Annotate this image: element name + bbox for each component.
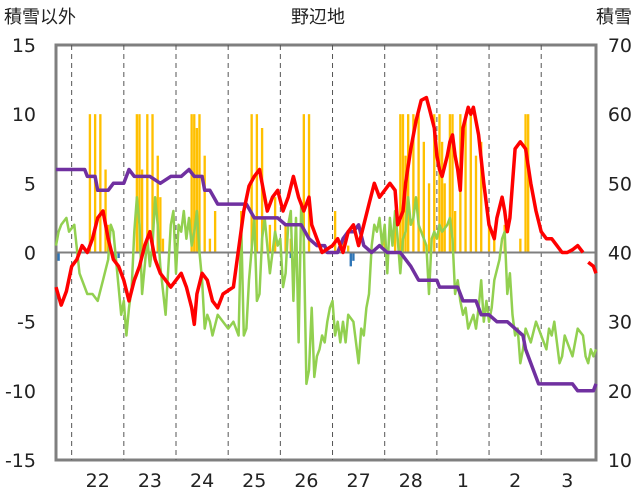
precipitation-bar: [451, 114, 454, 253]
sunshine-bar: [349, 252, 352, 267]
sunshine-bars: [57, 252, 355, 267]
precipitation-bar: [140, 169, 144, 253]
precipitation-bar: [407, 114, 410, 253]
precipitation-bar: [443, 183, 446, 253]
sunshine-bar: [352, 252, 355, 261]
x-tick-label: 25: [242, 470, 266, 492]
precipitation-bar: [255, 114, 259, 253]
precipitation-bar: [135, 114, 139, 253]
precipitation-bar: [198, 114, 201, 253]
right-tick-label: 40: [608, 243, 632, 265]
precipitation-bar: [273, 197, 277, 253]
left-tick-label: 15: [12, 35, 36, 57]
precipitation-bar: [448, 114, 452, 253]
precipitation-bar: [208, 238, 212, 253]
precipitation-bar: [193, 114, 196, 253]
precipitation-bar: [438, 114, 441, 253]
x-tick-label: 24: [190, 470, 214, 492]
precipitation-bar: [138, 114, 141, 253]
precipitation-bar: [493, 238, 496, 253]
right-tick-label: 30: [608, 312, 632, 334]
precipitation-bar: [464, 114, 467, 253]
precipitation-bar: [302, 114, 305, 253]
x-tick-label: 23: [138, 470, 162, 492]
temperature-line: [54, 95, 585, 327]
precipitation-bar: [440, 141, 444, 253]
precipitation-bar: [519, 238, 522, 253]
left-tick-label: -15: [5, 450, 36, 472]
precipitation-bar: [524, 114, 527, 253]
y-left-axis-label: 積雪以外: [4, 7, 76, 28]
precipitation-bar: [307, 114, 311, 253]
x-tick-label: 1: [457, 470, 469, 492]
precipitation-bar: [161, 238, 165, 253]
precipitation-bar: [151, 114, 154, 253]
precipitation-bar: [453, 211, 457, 253]
precipitation-bar: [347, 245, 350, 253]
right-tick-label: 60: [608, 104, 632, 126]
x-tick-label: 26: [294, 470, 318, 492]
left-axis-ticks: 15 10 5 0 -5 -10 -15: [5, 35, 36, 472]
sunshine-bar: [289, 252, 292, 259]
x-tick-label: 3: [561, 470, 573, 492]
precipitation-bar: [399, 114, 402, 253]
x-tick-label: 22: [86, 470, 110, 492]
precipitation-bars: [88, 114, 530, 253]
x-tick-label: 27: [347, 470, 371, 492]
wind-line: [54, 195, 598, 386]
precipitation-bar: [433, 114, 436, 253]
precipitation-bar: [393, 211, 397, 253]
precipitation-bar: [203, 155, 206, 253]
precipitation-bar: [417, 114, 420, 253]
precipitation-bar: [474, 155, 478, 253]
precipitation-bar: [268, 224, 272, 253]
precipitation-bar: [195, 128, 199, 253]
series-lines: [54, 95, 598, 393]
precipitation-bar: [159, 197, 162, 253]
precipitation-bar: [99, 114, 102, 253]
precipitation-bar: [333, 211, 337, 253]
chart-title: 野辺地: [291, 7, 345, 28]
left-tick-label: -10: [5, 381, 36, 403]
right-tick-label: 10: [608, 450, 632, 472]
sunshine-bar: [117, 252, 120, 259]
precipitation-bar: [487, 224, 491, 253]
precipitation-bar: [412, 114, 415, 253]
x-tick-label: 2: [509, 470, 521, 492]
right-axis-ticks: 70 60 50 40 30 20 10: [608, 35, 632, 472]
sunshine-bar: [57, 252, 60, 261]
right-tick-label: 50: [608, 173, 632, 195]
precipitation-bar: [401, 114, 405, 253]
left-tick-label: 0: [24, 243, 36, 265]
left-tick-label: -5: [17, 312, 36, 334]
left-tick-label: 5: [24, 173, 36, 195]
snow-depth-line: [56, 167, 598, 393]
precipitation-bar: [527, 114, 530, 253]
precipitation-bar: [156, 155, 159, 253]
precipitation-bar: [213, 211, 217, 253]
right-tick-label: 70: [608, 35, 632, 57]
precipitation-bar: [404, 155, 407, 253]
precipitation-bar: [190, 114, 193, 253]
left-tick-label: 10: [12, 104, 36, 126]
precipitation-bar: [284, 224, 287, 253]
precipitation-bar: [146, 114, 149, 253]
precipitation-bar: [427, 183, 431, 253]
precipitation-bar: [88, 114, 92, 253]
x-axis-ticks: 22 23 24 25 26 27 28 1 2 3: [86, 470, 574, 492]
x-tick-label: 28: [399, 470, 423, 492]
precipitation-bar: [480, 141, 483, 253]
precipitation-bar: [104, 169, 107, 253]
temperature-line: [587, 260, 598, 274]
precipitation-bar: [469, 114, 472, 253]
right-tick-label: 20: [608, 381, 632, 403]
y-right-axis-label: 積雪: [596, 7, 632, 28]
precipitation-bar: [422, 141, 425, 253]
